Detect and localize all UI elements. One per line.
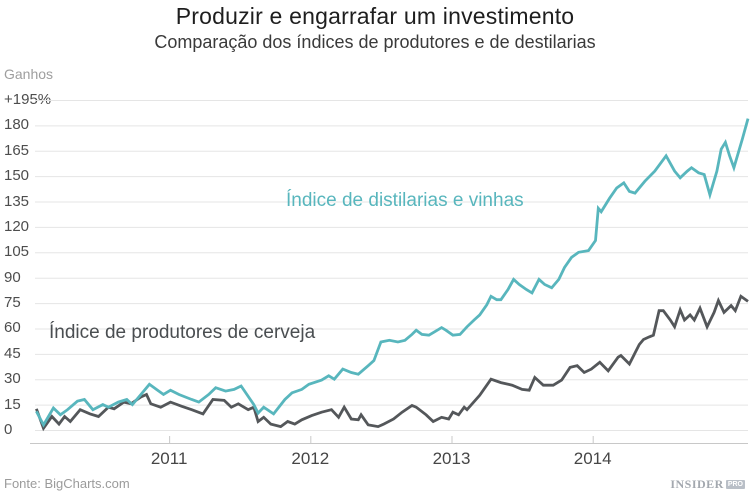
y-tick-label: 0 (4, 421, 13, 438)
y-tick-label: 180 (4, 116, 30, 134)
y-tick-label: 120 (4, 217, 30, 235)
page-subtitle: Comparação dos índices de produtores e d… (154, 32, 596, 52)
x-tick-label: 2014 (573, 449, 612, 468)
x-tick-label: 2011 (150, 449, 188, 468)
y-tick-label: 75 (4, 294, 21, 312)
brand-pro-badge: PRO (725, 480, 745, 489)
x-tick-label: 2012 (291, 449, 330, 468)
y-tick-label: 45 (4, 344, 21, 362)
y-tick-label: 165 (4, 141, 30, 159)
y-tick-label: 15 (4, 395, 21, 413)
page-title: Produzir e engarrafar um investimento (175, 3, 575, 29)
y-tick-label: 90 (4, 268, 21, 286)
y-tick-label: +195% (4, 91, 52, 108)
source-credit: Fonte: BigCharts.com (4, 476, 130, 491)
series-line-1 (35, 118, 750, 428)
y-axis-unit-label: Ganhos (4, 66, 54, 82)
y-tick-label: 135 (4, 192, 30, 210)
y-tick-label: 105 (4, 243, 30, 261)
y-tick-label: 150 (4, 167, 30, 185)
brand-name: INSIDER (670, 477, 724, 491)
x-tick-label: 2013 (432, 449, 471, 468)
brewers-series-label: Índice de produtores de cerveja (49, 322, 316, 343)
distillers-series-label: Índice de distilarias e vinhas (286, 190, 524, 211)
series-line-0 (35, 294, 749, 432)
insider-pro-logo: INSIDER PRO (670, 477, 745, 492)
y-tick-label: 30 (4, 370, 21, 388)
y-tick-label: 60 (4, 319, 21, 337)
